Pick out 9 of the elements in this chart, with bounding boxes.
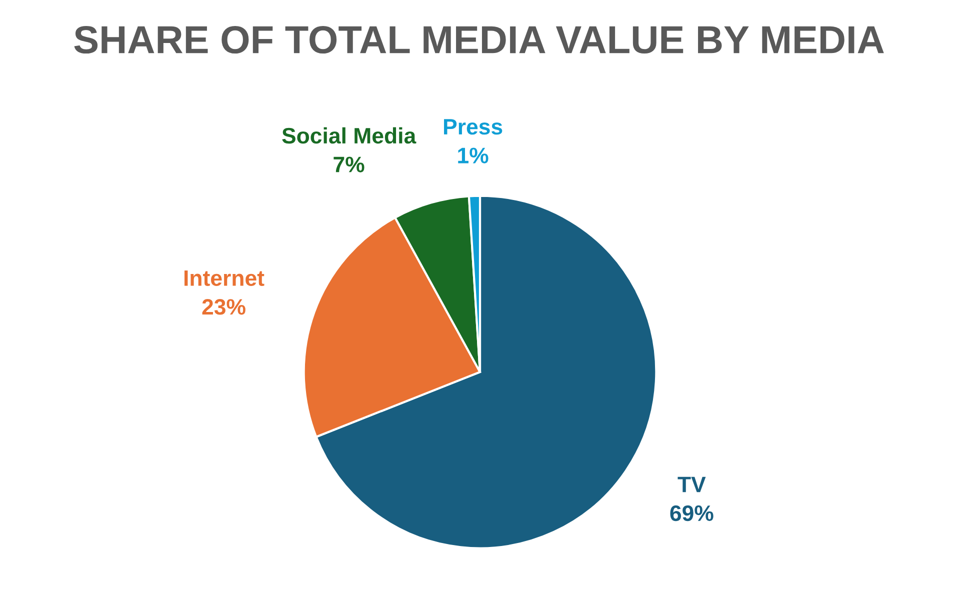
slice-label: Internet [184,270,264,286]
slice-label: Social Media [282,127,416,144]
chart-title: SHARE OF TOTAL MEDIA VALUE BY MEDIA [74,26,884,54]
data-label: 69% [670,505,714,522]
slice-label: Press [444,119,502,135]
slice-label: TV [678,476,706,492]
data-label: 1% [458,148,488,164]
data-label: 7% [334,156,364,172]
data-label: 23% [202,299,246,315]
